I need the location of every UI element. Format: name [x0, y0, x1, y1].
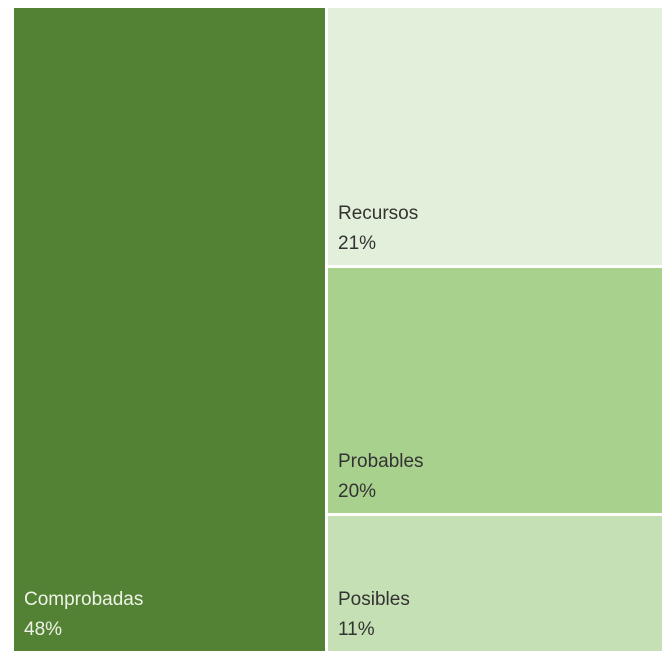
tile-percent: 20% [338, 481, 377, 502]
treemap-tile-probables: Probables 20% [328, 268, 662, 513]
tile-label: Comprobadas 48% [24, 585, 143, 645]
tile-name: Probables [338, 451, 424, 472]
tile-label: Posibles 11% [338, 585, 410, 645]
tile-name: Recursos [338, 203, 419, 224]
treemap-tile-recursos: Recursos 21% [328, 8, 662, 265]
tile-percent: 48% [24, 619, 63, 640]
tile-label: Probables 20% [338, 447, 424, 507]
tile-name: Posibles [338, 589, 410, 610]
tile-percent: 21% [338, 233, 377, 254]
tile-label: Recursos 21% [338, 199, 418, 259]
tile-percent: 11% [338, 619, 375, 640]
tile-name: Comprobadas [24, 589, 144, 610]
treemap-tile-comprobadas: Comprobadas 48% [14, 8, 325, 651]
treemap-tile-posibles: Posibles 11% [328, 516, 662, 651]
